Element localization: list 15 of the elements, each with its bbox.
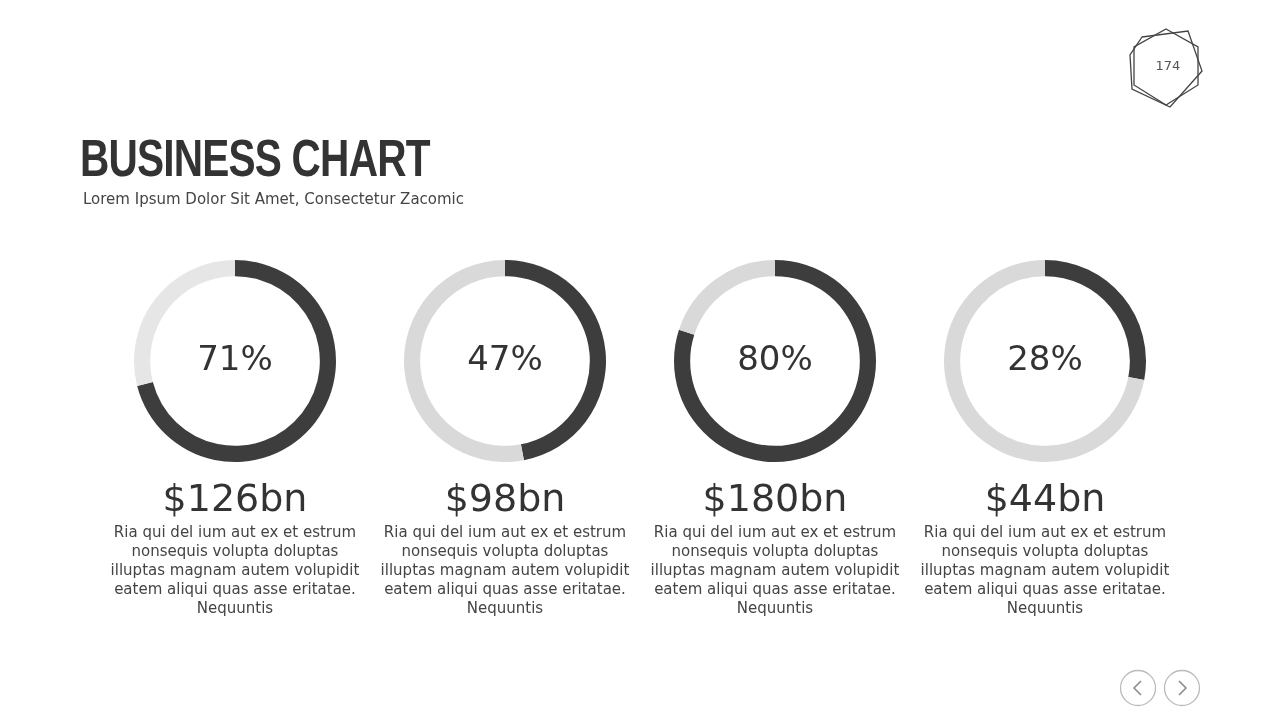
text: $126bn xyxy=(161,475,309,521)
text: Ria qui del ium aut ex et estrum nonsequis volupta doluptas illuptas magnam autem volupidit eatem aliqui quas asse eritatae. Nequuntis xyxy=(110,523,360,618)
data-label: 47% xyxy=(467,337,543,378)
text: 174 xyxy=(1154,58,1182,73)
text: $44bn xyxy=(983,475,1107,521)
text: $98bn xyxy=(443,475,567,521)
text: Lorem Ipsum Dolor Sit Amet, Consectetur Zacomic xyxy=(83,190,465,208)
text: Ria qui del ium aut ex et estrum nonsequis volupta doluptas illuptas magnam autem volupidit eatem aliqui quas asse eritatae. Nequuntis xyxy=(380,523,630,618)
text: BUSINESS CHART xyxy=(80,128,430,188)
data-label: 71% xyxy=(197,337,273,378)
data-label: 80% xyxy=(737,337,813,378)
text: Ria qui del ium aut ex et estrum nonsequis volupta doluptas illuptas magnam autem volupidit eatem aliqui quas asse eritatae. Nequuntis xyxy=(650,523,900,618)
text: $180bn xyxy=(701,475,849,521)
text: Ria qui del ium aut ex et estrum nonsequis volupta doluptas illuptas magnam autem volupidit eatem aliqui quas asse eritatae. Nequuntis xyxy=(920,523,1170,618)
data-label: 28% xyxy=(1007,337,1083,378)
